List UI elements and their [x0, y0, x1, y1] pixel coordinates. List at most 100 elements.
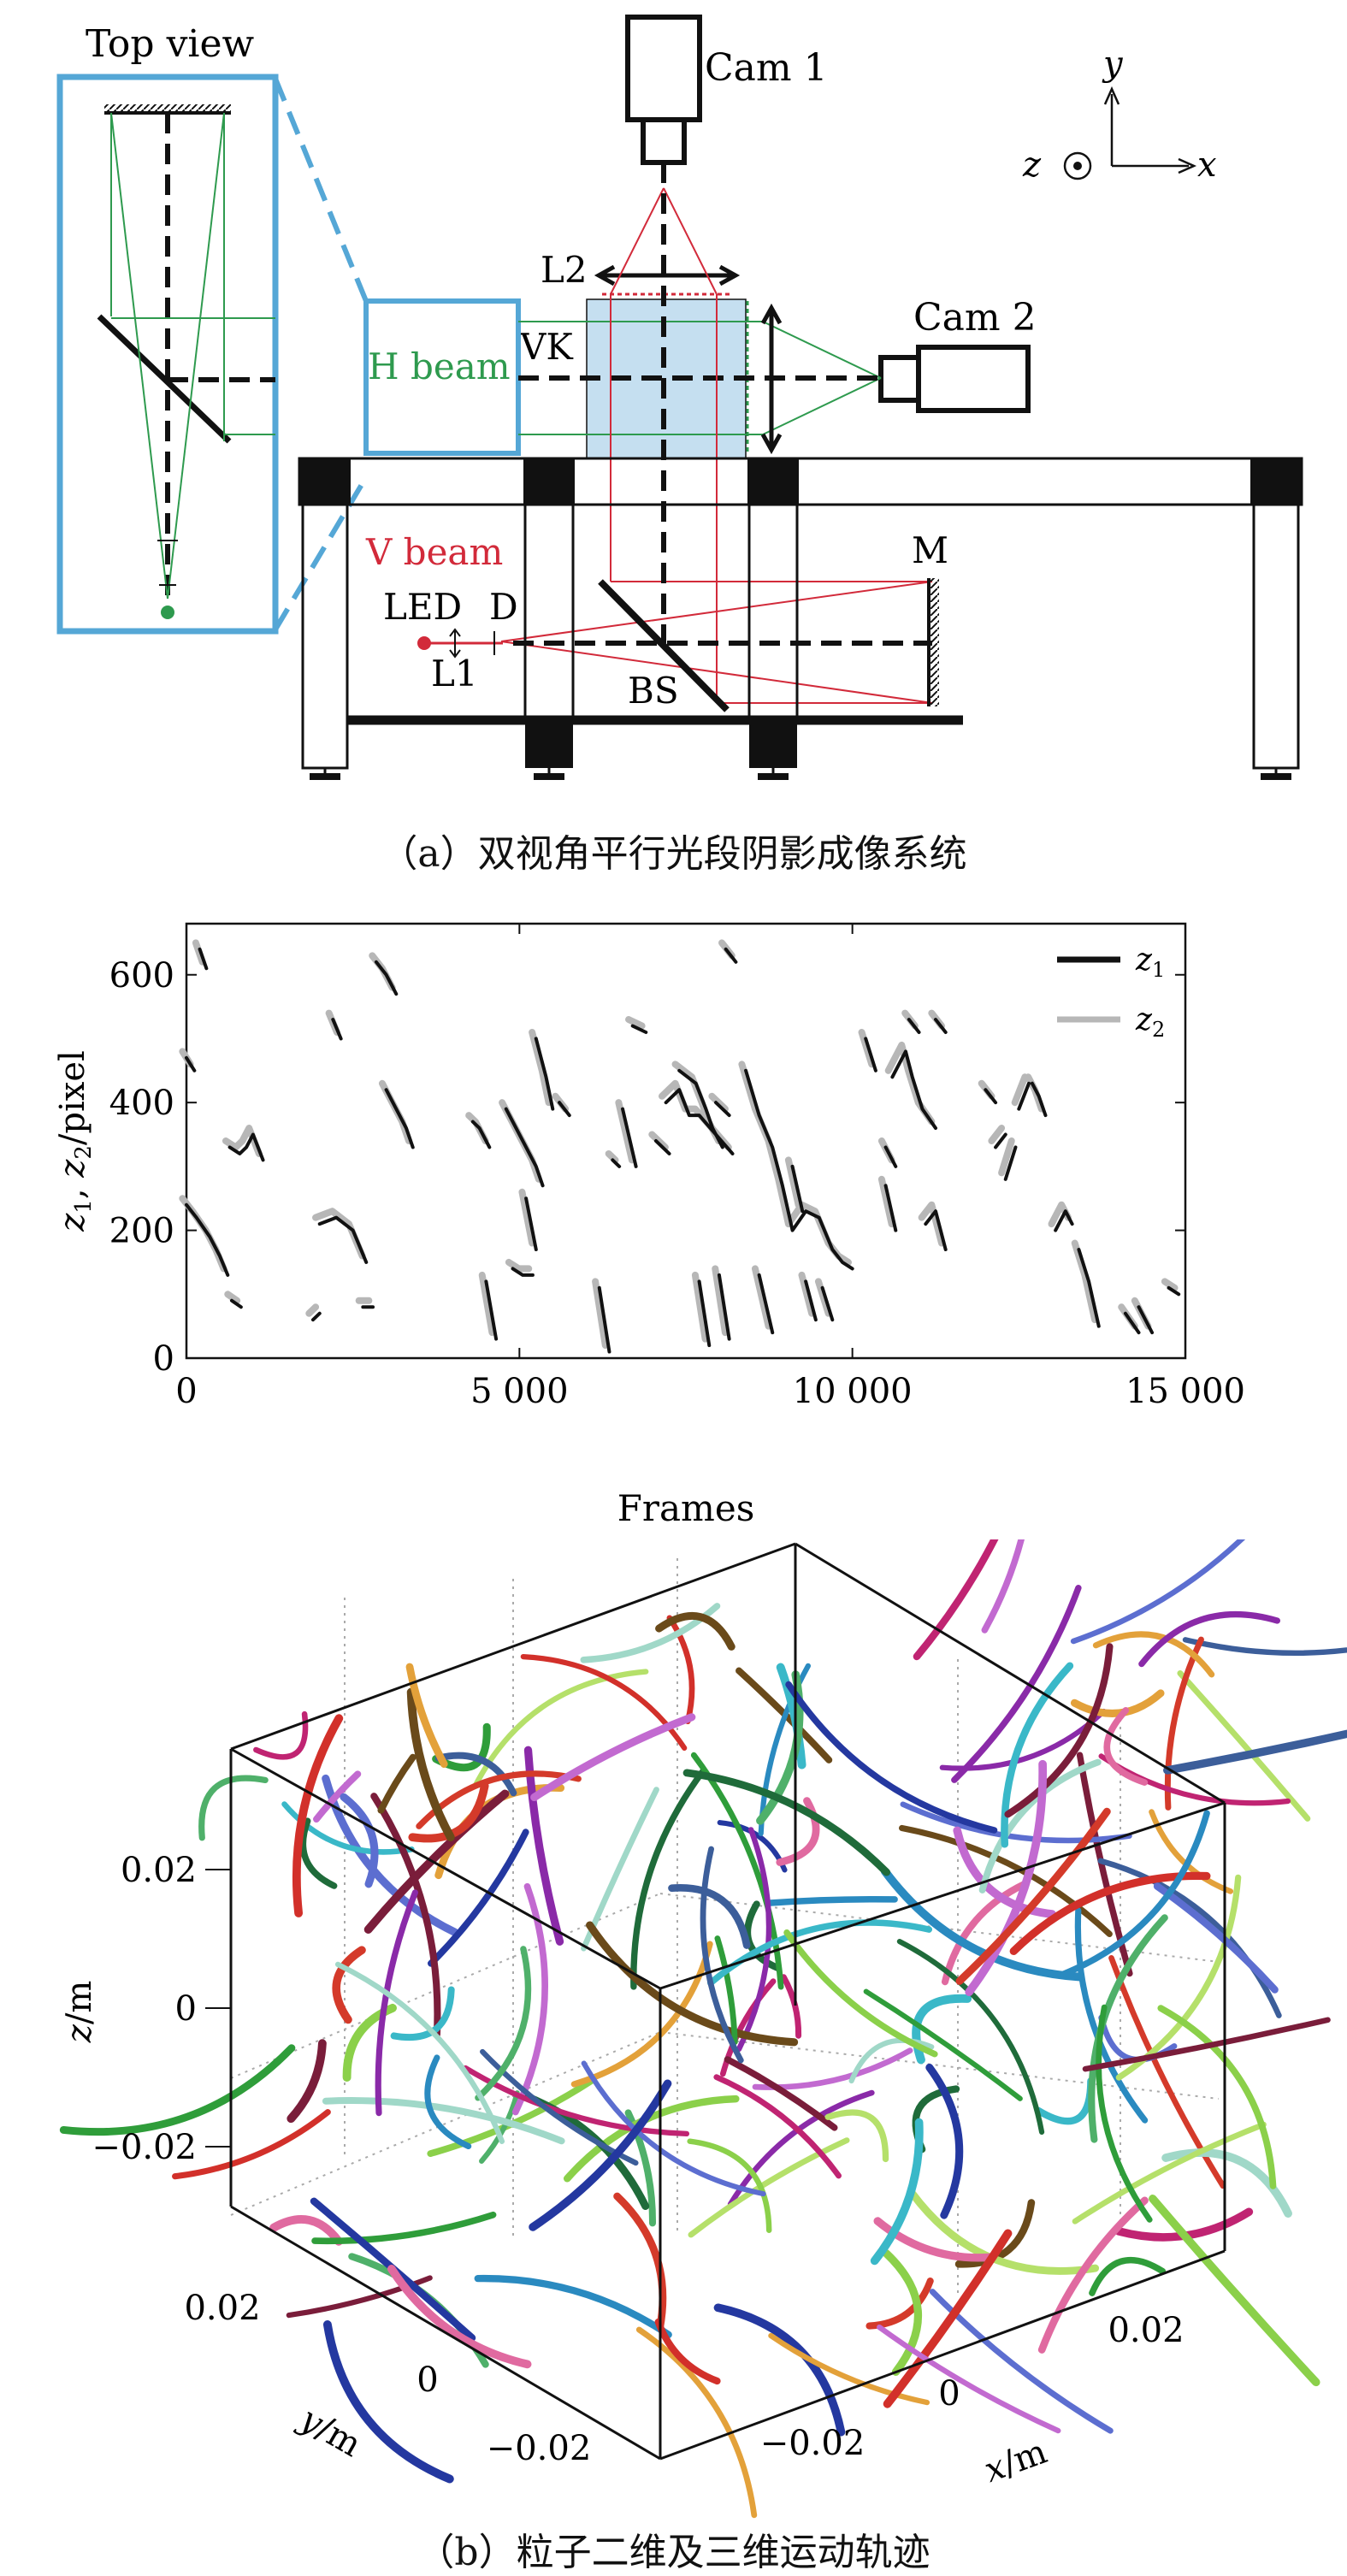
trajectory-path [172, 2109, 331, 2180]
caption-b: （b）粒子二维及三维运动轨迹 [417, 2531, 930, 2574]
z1-track-16 [534, 1037, 555, 1111]
z1-track-14 [511, 1267, 535, 1277]
trajectory-path [1060, 1810, 1210, 1978]
z1-track-21 [630, 1024, 648, 1034]
z1-track-4 [229, 1298, 243, 1309]
z1-track-27 [714, 1101, 731, 1118]
trajectory-path [529, 2079, 672, 2231]
mirror-m [929, 578, 939, 706]
z2-track-44 [1011, 1073, 1029, 1107]
z1-track-7 [317, 1215, 369, 1264]
z2-track-42 [988, 1125, 1006, 1144]
trajectory-path [870, 2118, 924, 2266]
trajectory-path [348, 2253, 489, 2368]
z2-track-27 [708, 1092, 729, 1113]
z1-track-47 [1077, 1248, 1101, 1328]
x-tick-label: 10 000 [793, 1372, 913, 1411]
z1-track-46 [1054, 1209, 1074, 1232]
trajectory-path [586, 1921, 799, 2047]
z2-track-31 [784, 1156, 802, 1208]
trajectory-path [688, 2137, 850, 2238]
l1-label: L1 [431, 653, 478, 694]
trajectory-path [951, 1585, 1082, 1783]
z2-track-22 [648, 1131, 669, 1151]
z1-track-28 [724, 947, 738, 964]
trajectory-path [1103, 1706, 1149, 1786]
z2-track-25 [691, 1271, 709, 1343]
trajectory-path [342, 2003, 397, 2083]
z1-track-43 [1003, 1145, 1018, 1181]
trajectory-path [1161, 2148, 1292, 2218]
trajectory-path [311, 2211, 497, 2245]
trajectory-path [1076, 1752, 1133, 1977]
trajectory-path [253, 1710, 309, 1760]
trajectory-path [1096, 2004, 1153, 2223]
trajectory-path [332, 1946, 366, 2024]
trajectory-path [292, 1714, 344, 1917]
top-view-led-icon [161, 606, 174, 619]
z1-track-35 [883, 1184, 898, 1232]
z-tick-2: −0.02 [92, 2128, 197, 2167]
top-view-label: Top view [86, 22, 255, 66]
z1-track-26 [717, 1273, 731, 1341]
trajectory-path [1182, 1637, 1347, 1657]
z1-track-24 [677, 1068, 724, 1149]
trajectory-path [363, 1789, 510, 1934]
z2-track-50 [1161, 1278, 1179, 1291]
z2-track-4 [224, 1291, 241, 1304]
trajectory-path [299, 1817, 338, 1889]
trajectory-path [713, 2074, 842, 2179]
v-beam-label: V beam [365, 531, 503, 573]
z1-track-12 [484, 1279, 499, 1341]
y-axis-ticks: 0.02 0 −0.02 [184, 2289, 591, 2468]
cam1-label: Cam 1 [705, 46, 828, 90]
trajectory-path [405, 1663, 448, 1768]
trajectory-path [899, 1824, 1113, 1937]
axis-z-label: z [1022, 145, 1042, 185]
z1-track-13 [504, 1107, 545, 1188]
trajectory-path [1108, 1955, 1226, 2189]
z-tick-1: 0 [175, 1989, 197, 2029]
z1-track-45 [1030, 1081, 1048, 1118]
z1-track-20 [621, 1107, 638, 1168]
z1-track-29 [744, 1068, 854, 1271]
trajectory-path [375, 1889, 418, 2117]
trajectory-path [322, 2097, 565, 2145]
trajectory-path [981, 1539, 1025, 1634]
z1-track-19 [611, 1158, 622, 1168]
z2-track-32 [798, 1271, 816, 1317]
trajectory-path [873, 2217, 996, 2262]
z2-track-19 [605, 1149, 619, 1164]
trajectory-path [198, 1775, 269, 1841]
y-tick-1: 0 [417, 2360, 438, 2400]
trajectory-path [655, 1611, 736, 1651]
z2-track-26 [712, 1265, 729, 1337]
trajectory-path [377, 1753, 417, 1814]
z1-track-9 [374, 960, 399, 996]
inset-connector-bottom [273, 476, 369, 631]
h-beam-label: H beam [368, 346, 511, 387]
trajectory-path [370, 1793, 441, 2038]
z1-track-1 [185, 1055, 197, 1072]
trajectory-path [668, 1883, 751, 1949]
trajectory-path [1153, 1882, 1279, 1994]
z2-track-35 [877, 1175, 895, 1228]
z2-track-20 [615, 1099, 635, 1164]
z1-track-48 [1123, 1311, 1141, 1335]
trajectory-path [340, 1793, 379, 1888]
trajectory-path [666, 1615, 695, 1725]
trajectory-path [882, 2249, 923, 2376]
trajectory-path [630, 1767, 707, 1990]
trajectory-path [767, 1895, 898, 1906]
z1-track-39 [924, 1209, 948, 1251]
trajectories [59, 1539, 1347, 2519]
z1-track-18 [597, 1285, 611, 1354]
beam-splitter [598, 579, 730, 712]
trajectory-path [635, 2326, 758, 2519]
trajectory-path [752, 2047, 913, 2090]
coordinate-axes: y z x [1022, 44, 1217, 185]
trajectory-path [1070, 1539, 1246, 1645]
x-axis-ticks: −0.02 0 0.02 [760, 2311, 1185, 2463]
z1-track-30 [757, 1273, 775, 1335]
trajectory-path [1037, 2196, 1149, 2354]
